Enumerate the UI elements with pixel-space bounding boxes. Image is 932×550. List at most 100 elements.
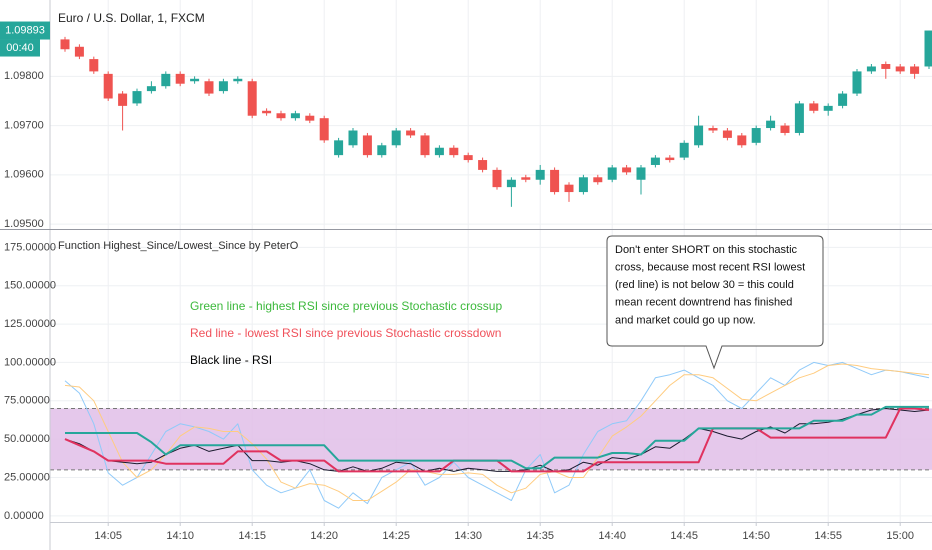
candle-body (751, 128, 761, 143)
label-layer: Euro / U.S. Dollar, 1, FXCM Function Hig… (0, 11, 914, 542)
y-tick-label: 100.00000 (4, 356, 56, 368)
x-tick-label: 14:15 (238, 530, 266, 542)
annotation: Green line - highest RSI since previous … (190, 299, 502, 313)
candle-body (478, 160, 488, 170)
callout (606, 235, 824, 370)
candle-body (708, 128, 718, 131)
candle-body (636, 167, 646, 180)
candle-body (218, 81, 228, 92)
candle-body (276, 113, 286, 119)
candle-body (679, 142, 689, 158)
annotation: Red line - lowest RSI since previous Sto… (190, 326, 501, 340)
y-tick-label: 1.09600 (4, 169, 44, 181)
candle-body (406, 130, 416, 136)
candle-body (161, 73, 171, 87)
x-tick-label: 14:10 (166, 530, 194, 542)
y-tick-label: 25.00000 (4, 471, 50, 483)
x-tick-label: 14:30 (454, 530, 482, 542)
candle-body (881, 64, 891, 69)
candle-body (694, 125, 704, 146)
x-tick-label: 14:40 (598, 530, 626, 542)
candle-body (866, 66, 876, 72)
callout-text: and market could go up now. (615, 314, 756, 326)
candle-body (74, 46, 84, 57)
indicator-line (65, 405, 929, 470)
candle-body (809, 103, 819, 111)
candle-body (420, 135, 430, 156)
x-tick-label: 14:55 (814, 530, 842, 542)
countdown-label: 00:40 (6, 42, 34, 54)
callout-text: cross, because most recent RSI lowest (615, 262, 805, 274)
candle-body (377, 145, 387, 156)
candle-body (766, 120, 776, 129)
candle-body (362, 135, 372, 156)
candle-body (204, 81, 214, 94)
candle-body (60, 39, 70, 50)
countdown-box (0, 39, 40, 57)
candle-body (103, 73, 113, 99)
candle-body (319, 118, 329, 141)
x-tick-label: 14:50 (742, 530, 770, 542)
candle-body (233, 78, 243, 82)
y-tick-label: 1.09500 (4, 218, 44, 230)
candle-body (492, 169, 502, 188)
candle-body (622, 167, 632, 173)
candle-body (550, 169, 560, 193)
annotation: Black line - RSI (190, 353, 272, 367)
candle-body (794, 103, 804, 133)
candle-body (838, 93, 848, 106)
candle-body (650, 157, 660, 165)
callout-text: mean recent downtrend has finished (615, 297, 792, 309)
candle-body (190, 78, 200, 82)
last-price-box (0, 21, 50, 40)
candle-body (924, 30, 932, 67)
candle-body (290, 113, 300, 119)
candle-body (449, 147, 459, 156)
candle-body (262, 110, 272, 114)
candle-body (118, 93, 128, 106)
x-tick-label: 14:25 (382, 530, 410, 542)
y-tick-label: 50.00000 (4, 433, 50, 445)
candle-body (506, 179, 516, 188)
candle-body (535, 169, 545, 180)
x-tick-label: 14:05 (94, 530, 122, 542)
candle-body (247, 81, 257, 116)
indicator-line (64, 363, 930, 501)
x-tick-label: 14:35 (526, 530, 554, 542)
y-tick-label: 175.00000 (4, 241, 56, 253)
callout-text: Don't enter SHORT on this stochastic (615, 244, 798, 256)
x-tick-label: 14:45 (670, 530, 698, 542)
y-tick-label: 125.00000 (4, 318, 56, 330)
callout-box (606, 235, 824, 370)
candle-body (175, 73, 185, 84)
candle-body (722, 130, 732, 138)
indicator-line (64, 408, 930, 472)
x-tick-label: 14:20 (310, 530, 338, 542)
candle-body (521, 177, 531, 180)
mark-layer (60, 30, 932, 509)
candle-body (463, 155, 473, 161)
last-price-label: 1.09893 (5, 24, 45, 36)
candle-body (334, 140, 344, 156)
indicator-title: Function Highest_Since/Lowest_Since by P… (58, 240, 299, 252)
candle-body (665, 157, 675, 161)
y-tick-label: 0.00000 (4, 510, 44, 522)
candle-body (578, 177, 588, 193)
candle-body (895, 66, 905, 72)
candle-body (146, 86, 156, 92)
y-tick-label: 75.00000 (4, 395, 50, 407)
callout-text: (red line) is not below 30 = this could (615, 279, 794, 291)
candle-body (780, 125, 790, 133)
candle-body (132, 91, 142, 104)
candle-body (910, 66, 920, 74)
candle-body (89, 59, 99, 72)
candle-body (434, 147, 444, 156)
y-tick-label: 1.09800 (4, 70, 44, 82)
candle-body (593, 177, 603, 183)
candle-body (737, 135, 747, 146)
symbol-title: Euro / U.S. Dollar, 1, FXCM (58, 11, 205, 25)
candle-body (391, 130, 401, 146)
candle-body (564, 184, 574, 193)
